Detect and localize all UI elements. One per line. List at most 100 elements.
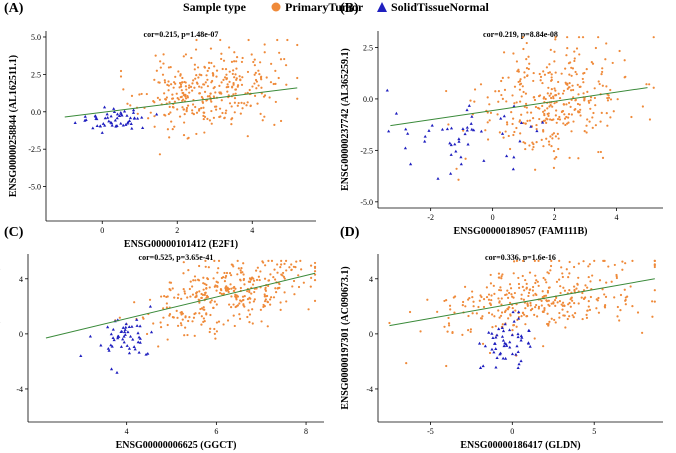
tumor-point [447,324,451,327]
tumor-point [232,286,235,289]
tumor-point [529,288,532,291]
tumor-point [158,153,162,156]
tumor-point [292,265,295,268]
tumor-point [297,274,300,277]
tumor-point [183,292,187,295]
tumor-point [179,311,182,314]
tumor-point [536,280,539,283]
tumor-point [163,92,166,95]
tumor-point [259,76,263,79]
tumor-point [566,36,569,39]
tumor-point [552,150,556,153]
tumor-point [500,311,504,314]
tumor-point [174,75,177,78]
tumor-point [206,85,210,88]
tumor-point [480,317,483,320]
tumor-point [207,266,210,269]
tumor-point [194,77,197,80]
tumor-point [204,81,207,84]
tumor-point [505,100,508,103]
tumor-point [568,272,571,275]
tumor-point [285,83,288,86]
tumor-point [546,291,550,294]
tumor-point [539,79,542,82]
tumor-point [300,268,303,271]
normal-point [497,327,501,331]
tumor-point [550,302,553,305]
tumor-point [408,310,412,314]
tumor-point [576,83,579,86]
tumor-point [549,264,553,268]
tumor-point [221,111,224,115]
tumor-point [532,143,535,146]
tumor-point [251,322,254,325]
tumor-point [568,315,571,318]
tumor-point [245,104,248,107]
x-tick-label: 5 [592,427,596,436]
tumor-point [570,130,573,133]
normal-point [144,352,148,356]
normal-point [512,319,516,323]
tumor-point [653,259,656,262]
tumor-point [426,298,429,301]
tumor-point [202,276,205,279]
tumor-point [273,123,276,126]
y-tick-label: -4 [16,385,23,394]
tumor-point [213,259,216,262]
tumor-point [540,299,543,303]
tumor-point [586,286,589,289]
tumor-point [589,99,592,102]
tumor-point [229,306,233,309]
tumor-point [213,300,216,303]
normal-point [459,162,463,166]
tumor-point [653,265,656,269]
normal-point [535,129,539,133]
tumor-point [462,129,465,132]
panel-2: (B) cor=0.219, p=8.84e-08 -2 0 2 4 2.5 0.0 -2.5 -… [340,1,663,237]
tumor-point [587,305,590,308]
normal-point [149,330,154,334]
tumor-point [651,315,654,318]
tumor-point [529,304,532,307]
tumor-point [531,285,535,289]
tumor-point [601,70,604,74]
normal-point [465,125,469,129]
tumor-point [574,70,577,74]
tumor-point [192,113,195,116]
tumor-point [246,101,249,104]
tumor-point [600,111,603,114]
tumor-point [526,302,529,305]
tumor-point [570,89,573,92]
tumor-point [263,295,266,298]
tumor-point [525,286,528,289]
tumor-point [576,102,580,106]
tumor-point [566,82,569,85]
tumor-point [586,118,589,121]
tumor-point [196,82,199,85]
tumor-point [215,289,218,292]
tumor-point [257,69,260,72]
tumor-point [255,80,259,83]
tumor-point [225,86,228,89]
tumor-point [261,119,264,122]
tumor-point [215,330,219,333]
tumor-point [238,75,241,78]
tumor-point [246,290,249,293]
tumor-point [544,294,548,297]
tumor-point [269,303,272,306]
legend: Sample type PrimaryTumor SolidTissueNorm… [183,0,489,14]
tumor-point [228,70,231,73]
tumor-point [546,107,549,110]
tumor-point [588,120,591,123]
tumor-point [494,325,497,328]
tumor-point [248,321,251,324]
tumor-point [172,81,176,84]
tumor-point [580,296,583,299]
tumor-point [501,97,504,101]
tumor-point [247,38,250,42]
tumor-point [186,104,190,107]
tumor-point [562,89,566,92]
normal-point [106,325,110,329]
tumor-point [164,114,167,117]
normal-point [423,139,427,143]
